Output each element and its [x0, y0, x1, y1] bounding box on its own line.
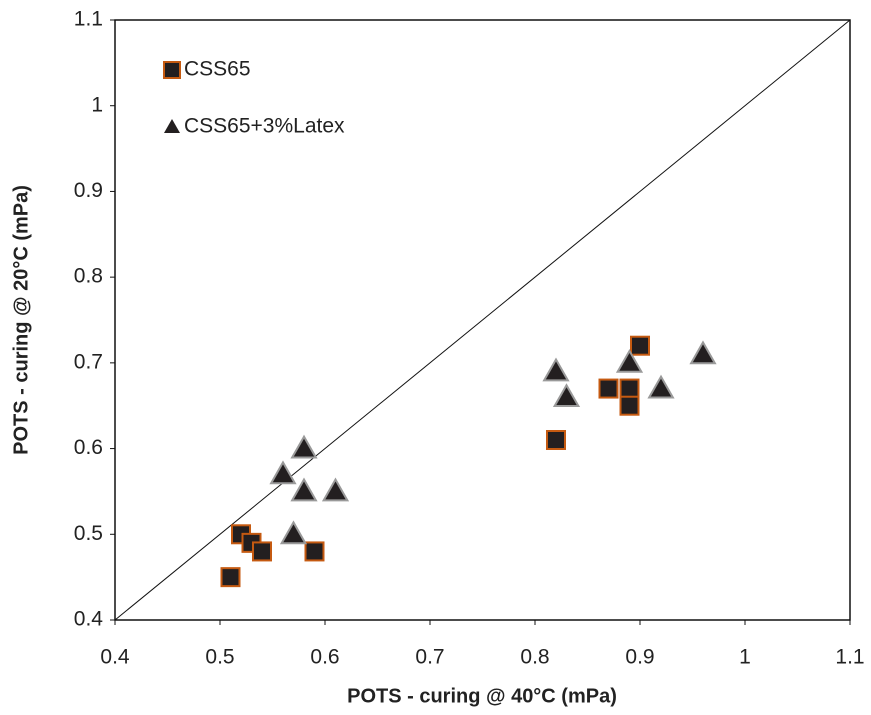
point: [546, 430, 566, 450]
legend-marker: [164, 119, 180, 133]
x-tick-label: 1: [739, 646, 751, 669]
x-tick-label: 0.9: [625, 646, 654, 669]
legend-label: CSS65+3%Latex: [184, 115, 345, 138]
x-tick-label: 0.7: [415, 646, 444, 669]
point: [615, 348, 644, 373]
diagonal-line: [114, 19, 851, 621]
plot-frame: [114, 19, 851, 621]
x-tick-label: 0.6: [310, 646, 339, 669]
point: [619, 395, 640, 416]
y-tick-label: 0.6: [74, 436, 103, 459]
point: [290, 477, 318, 502]
point: [630, 335, 650, 356]
legend-marker: [163, 61, 181, 79]
point: [279, 520, 308, 545]
point: [269, 460, 297, 485]
point: [542, 357, 570, 382]
y-axis-title: POTS - curing @ 20°C (mPa): [10, 185, 32, 455]
point: [689, 340, 717, 365]
point: [598, 378, 619, 399]
y-tick-label: 1: [91, 93, 103, 116]
x-axis-title: POTS - curing @ 40°C (mPa): [347, 685, 617, 707]
x-tick-label: 1.1: [835, 646, 864, 669]
y-tick-label: 0.4: [74, 608, 104, 631]
y-tick-label: 0.8: [74, 265, 103, 288]
point: [552, 383, 581, 408]
point: [304, 541, 325, 562]
point: [220, 567, 241, 588]
x-tick-label: 0.4: [100, 646, 130, 669]
y-tick-label: 0.5: [74, 522, 103, 545]
point: [252, 541, 272, 562]
x-tick-label: 0.5: [205, 646, 234, 669]
x-tick-label: 0.8: [520, 646, 549, 669]
legend-label: CSS65: [184, 58, 251, 81]
y-tick-label: 0.9: [74, 179, 103, 202]
point: [647, 374, 675, 399]
y-tick-label: 0.7: [74, 350, 103, 373]
point: [619, 378, 640, 399]
point: [290, 434, 318, 459]
y-tick-label: 1.1: [74, 8, 103, 31]
point: [321, 477, 350, 502]
